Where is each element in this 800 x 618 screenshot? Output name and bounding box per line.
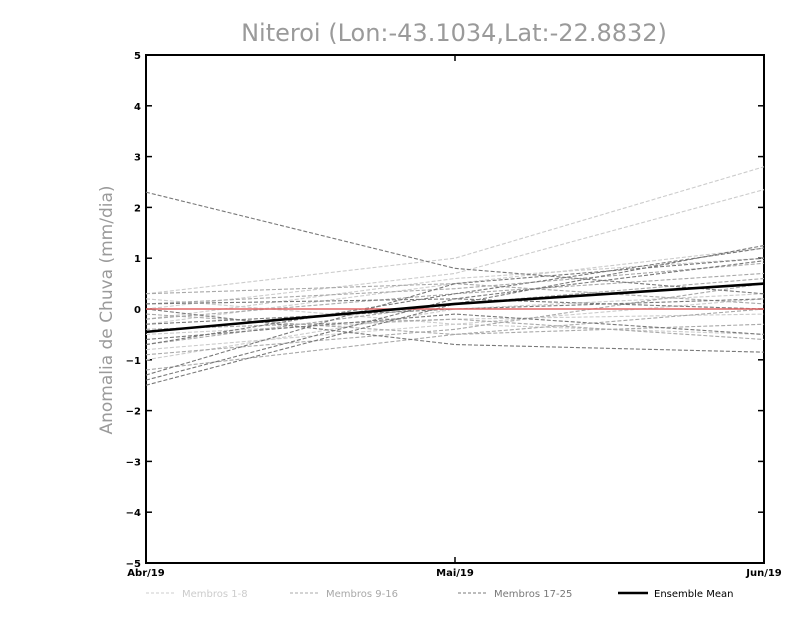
member-series-line xyxy=(145,257,765,376)
y-tick-label: 4 xyxy=(134,102,141,113)
legend-label: Membros 17-25 xyxy=(494,589,572,600)
legend-label: Membros 1-8 xyxy=(182,589,248,600)
member-series-line xyxy=(145,308,765,353)
y-tick-label: −3 xyxy=(126,457,141,468)
member-series-line xyxy=(145,166,765,295)
member-series-line xyxy=(145,283,765,356)
y-tick-label: 0 xyxy=(134,305,141,316)
chart-title: Niteroi (Lon:-43.1034,Lat:-22.8832) xyxy=(241,19,667,47)
y-tick-label: 1 xyxy=(134,254,141,265)
member-series-line xyxy=(145,272,765,320)
y-tick-label: 5 xyxy=(134,51,141,62)
y-tick-label: −2 xyxy=(126,407,141,418)
y-tick-label: −4 xyxy=(126,508,141,519)
legend: Membros 1-8 Membros 9-16 Membros 17-25 Ense… xyxy=(146,589,733,600)
member-series-line xyxy=(145,308,765,371)
legend-label: Ensemble Mean xyxy=(654,589,733,600)
y-tick-label: −5 xyxy=(126,559,141,570)
ensemble-mean-line xyxy=(145,282,765,334)
x-tick-label: Jun/19 xyxy=(745,568,782,579)
member-series-line xyxy=(145,298,765,335)
y-axis-label: Anomalia de Chuva (mm/dia) xyxy=(97,185,117,434)
member-series-line xyxy=(145,298,765,310)
member-series-line xyxy=(145,313,765,341)
y-tick-label: 2 xyxy=(134,203,141,214)
legend-label: Membros 9-16 xyxy=(326,589,398,600)
x-tick-label: Abr/19 xyxy=(127,568,164,579)
member-series-line xyxy=(145,189,765,310)
member-series-line xyxy=(145,191,765,295)
member-series-line xyxy=(145,262,765,305)
x-tick-label: Mai/19 xyxy=(436,568,474,579)
plot-area: −5 −4 −3 −2 −1 0 1 2 3 4 5 Abr/19 Mai/19 Jun/19 xyxy=(126,51,782,579)
y-tick-label: 3 xyxy=(134,153,141,164)
member-series-line xyxy=(145,298,765,351)
member-series-line xyxy=(145,283,765,305)
member-series-line xyxy=(145,318,765,341)
y-tick-label: −1 xyxy=(126,356,141,367)
member-series-line xyxy=(145,247,765,346)
